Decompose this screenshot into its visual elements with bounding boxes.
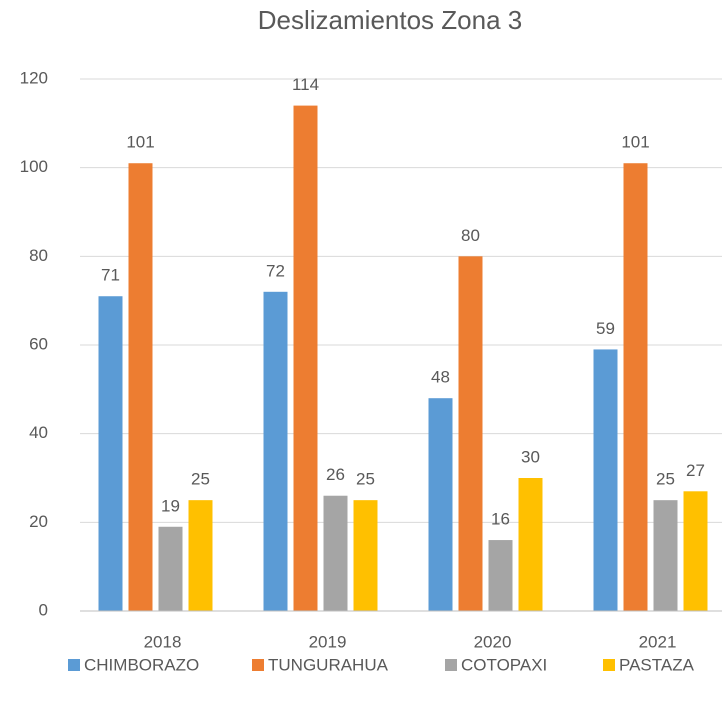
y-tick-label: 120 [20,68,48,87]
bar [428,398,453,611]
data-label: 101 [621,133,649,152]
x-tick-label: 2020 [474,632,512,651]
bar [353,500,378,611]
legend-label: COTOPAXI [461,655,547,674]
bar [458,256,483,611]
data-label: 27 [686,461,705,480]
bar [593,349,618,611]
y-tick-label: 40 [29,423,48,442]
bar [323,495,348,611]
data-label: 25 [191,470,210,489]
data-label: 80 [461,226,480,245]
data-label: 59 [596,319,615,338]
legend-swatch [68,659,80,671]
data-label: 71 [101,266,120,285]
data-label: 25 [656,470,675,489]
bar [293,105,318,611]
data-label: 16 [491,510,510,529]
x-tick-label: 2021 [639,632,677,651]
data-label: 30 [521,447,540,466]
y-tick-label: 20 [29,512,48,531]
y-tick-label: 80 [29,246,48,265]
bar [488,540,513,611]
data-label: 26 [326,465,345,484]
legend-label: PASTAZA [619,655,695,674]
y-tick-label: 60 [29,334,48,353]
x-tick-label: 2019 [309,632,347,651]
legend-swatch [603,659,615,671]
x-tick-label: 2018 [144,632,182,651]
bar [653,500,678,611]
bar [158,526,183,611]
bar [128,163,153,611]
y-tick-label: 100 [20,157,48,176]
legend-swatch [445,659,457,671]
legend-swatch [252,659,264,671]
legend-label: TUNGURAHUA [268,655,389,674]
data-label: 48 [431,368,450,387]
data-label: 25 [356,470,375,489]
bar [623,163,648,611]
chart-title: Deslizamientos Zona 3 [258,5,522,35]
data-label: 101 [126,133,154,152]
data-label: 114 [292,75,319,94]
legend-label: CHIMBORAZO [84,655,199,674]
bar [98,296,123,611]
data-label: 19 [161,496,180,515]
bar [518,478,543,611]
bar [263,291,288,611]
data-label: 72 [266,261,285,280]
bar [188,500,213,611]
y-tick-label: 0 [39,600,48,619]
bar [683,491,708,611]
